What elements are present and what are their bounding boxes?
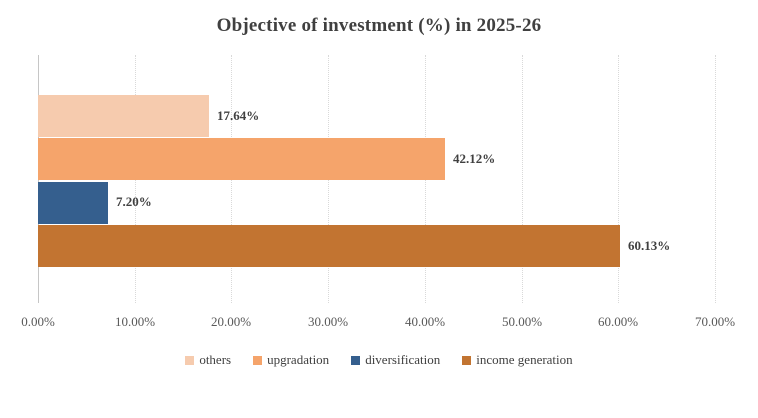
x-tick-label: 10.00% [114,314,156,329]
legend-swatch-icon [351,355,361,365]
x-tick-label: 20.00% [210,314,252,329]
legend-item-upgradation: upgradation [253,352,329,368]
x-tick-label: 30.00% [307,314,349,329]
legend-item-income-generation: income generation [462,352,573,368]
plot-area: 17.64% 42.12% 7.20% 60.13% [38,55,716,303]
gridline [522,55,523,303]
gridline [715,55,716,303]
legend: others upgradation diversification income g… [0,352,758,368]
legend-item-diversification: diversification [351,352,440,368]
bar-income-generation [38,225,620,267]
x-tick-label: 60.00% [597,314,639,329]
legend-swatch-icon [462,355,472,365]
bar-value-label: 42.12% [453,151,496,166]
x-tick-label: 50.00% [501,314,543,329]
legend-label: diversification [365,352,441,367]
x-tick-label: 40.00% [404,314,446,329]
legend-label: upgradation [267,352,330,367]
bar-diversification [38,182,108,224]
legend-swatch-icon [185,355,195,365]
chart-title: Objective of investment (%) in 2025-26 [216,15,542,36]
legend-label: income generation [476,352,573,367]
bar-value-label: 7.20% [116,194,152,209]
bar-value-label: 60.13% [628,238,671,253]
legend-item-others: others [185,352,231,368]
bar-upgradation [38,138,445,180]
bar-value-label: 17.64% [217,108,260,123]
x-tick-label: 70.00% [694,314,736,329]
x-tick-label: 0.00% [21,314,55,329]
legend-swatch-icon [253,355,263,365]
gridline [618,55,619,303]
bar-others [38,95,209,137]
legend-label: others [199,352,232,367]
